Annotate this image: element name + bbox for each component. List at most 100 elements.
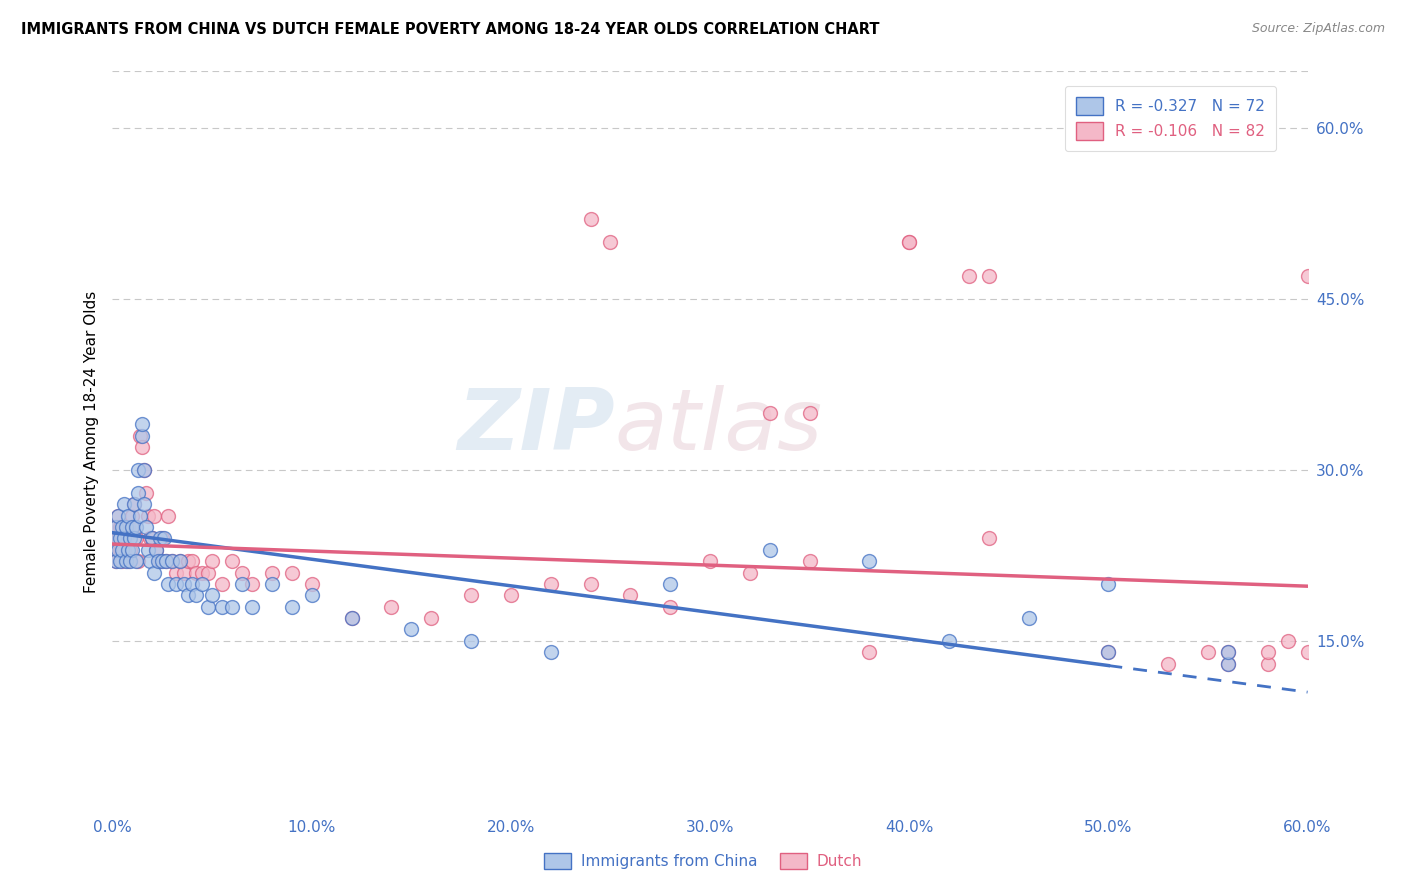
Point xyxy=(115,520,138,534)
Point xyxy=(157,508,180,523)
Point xyxy=(134,463,156,477)
Point xyxy=(129,429,152,443)
Point xyxy=(231,566,253,580)
Point xyxy=(125,532,148,546)
Point xyxy=(111,520,134,534)
Point xyxy=(340,611,363,625)
Point xyxy=(165,577,187,591)
Point xyxy=(197,566,219,580)
Point xyxy=(162,554,183,568)
Point xyxy=(110,532,132,546)
Point xyxy=(1216,657,1239,671)
Point xyxy=(221,554,243,568)
Point xyxy=(135,485,157,500)
Point xyxy=(211,577,233,591)
Point xyxy=(121,508,143,523)
Point xyxy=(127,554,149,568)
Point xyxy=(401,623,423,637)
Point xyxy=(540,577,562,591)
Point xyxy=(105,520,128,534)
Point xyxy=(977,269,1000,284)
Point xyxy=(117,542,139,557)
Text: atlas: atlas xyxy=(614,385,823,468)
Point xyxy=(231,577,253,591)
Point xyxy=(898,235,921,250)
Point xyxy=(114,542,135,557)
Point xyxy=(145,542,167,557)
Point xyxy=(143,508,166,523)
Text: IMMIGRANTS FROM CHINA VS DUTCH FEMALE POVERTY AMONG 18-24 YEAR OLDS CORRELATION : IMMIGRANTS FROM CHINA VS DUTCH FEMALE PO… xyxy=(21,22,880,37)
Point xyxy=(1257,657,1279,671)
Point xyxy=(540,645,562,659)
Point xyxy=(131,440,153,454)
Point xyxy=(143,566,166,580)
Point xyxy=(898,235,921,250)
Point xyxy=(281,566,304,580)
Point xyxy=(177,588,200,602)
Point xyxy=(157,577,180,591)
Point xyxy=(186,566,208,580)
Point xyxy=(380,599,402,614)
Point xyxy=(301,577,323,591)
Text: ZIP: ZIP xyxy=(457,385,614,468)
Point xyxy=(699,554,721,568)
Point xyxy=(121,520,143,534)
Point xyxy=(1216,645,1239,659)
Point xyxy=(1296,645,1319,659)
Point xyxy=(1097,645,1119,659)
Point xyxy=(134,463,156,477)
Point xyxy=(114,532,135,546)
Point xyxy=(125,520,148,534)
Point xyxy=(799,406,821,420)
Point xyxy=(111,532,134,546)
Point xyxy=(124,497,146,511)
Point xyxy=(181,577,204,591)
Point xyxy=(141,532,163,546)
Point xyxy=(738,566,761,580)
Point xyxy=(155,554,177,568)
Point xyxy=(1257,645,1279,659)
Y-axis label: Female Poverty Among 18-24 Year Olds: Female Poverty Among 18-24 Year Olds xyxy=(83,291,98,592)
Point xyxy=(107,542,129,557)
Point xyxy=(201,554,224,568)
Point xyxy=(281,599,304,614)
Point xyxy=(114,520,135,534)
Legend: Immigrants from China, Dutch: Immigrants from China, Dutch xyxy=(537,847,869,875)
Point xyxy=(858,554,880,568)
Point xyxy=(177,554,200,568)
Point xyxy=(153,532,176,546)
Point xyxy=(181,554,204,568)
Point xyxy=(1097,577,1119,591)
Point xyxy=(149,532,172,546)
Point xyxy=(162,554,183,568)
Point xyxy=(135,520,157,534)
Point xyxy=(145,542,167,557)
Point xyxy=(129,508,152,523)
Point xyxy=(115,554,138,568)
Point xyxy=(460,588,482,602)
Point xyxy=(121,520,143,534)
Point xyxy=(1277,633,1299,648)
Point xyxy=(260,577,283,591)
Point xyxy=(240,599,263,614)
Point xyxy=(125,554,148,568)
Point xyxy=(103,532,125,546)
Point xyxy=(579,212,602,227)
Point xyxy=(110,542,132,557)
Point xyxy=(499,588,522,602)
Point xyxy=(240,577,263,591)
Point xyxy=(138,542,160,557)
Point xyxy=(127,485,149,500)
Point xyxy=(260,566,283,580)
Point xyxy=(420,611,443,625)
Point xyxy=(138,508,160,523)
Point xyxy=(139,532,162,546)
Point xyxy=(107,508,129,523)
Point xyxy=(124,532,146,546)
Point xyxy=(121,542,143,557)
Point xyxy=(131,429,153,443)
Point xyxy=(1018,611,1040,625)
Point xyxy=(103,542,125,557)
Point xyxy=(173,566,195,580)
Point xyxy=(105,554,128,568)
